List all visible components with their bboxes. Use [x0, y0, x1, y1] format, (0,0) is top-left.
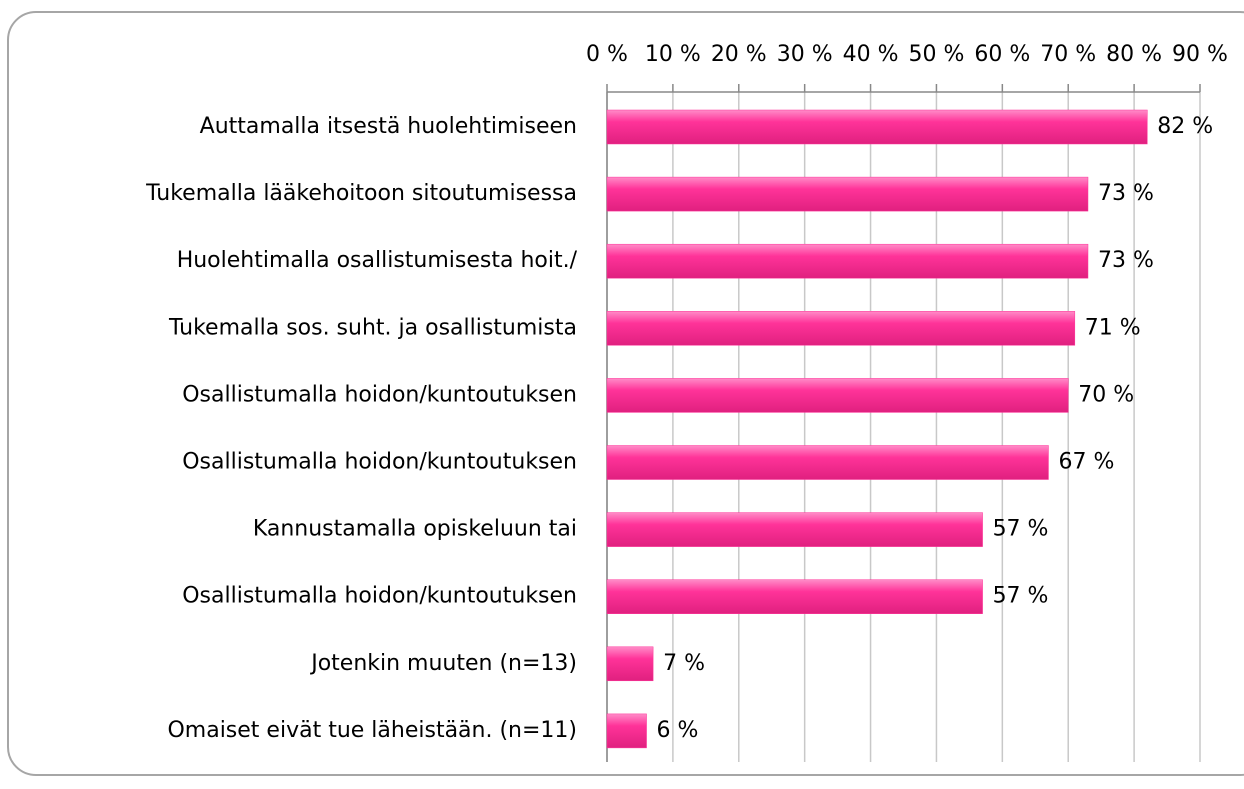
data-label: 71 %	[1085, 315, 1141, 340]
y-tick-label: Osallistumalla hoidon/kuntoutuksen	[182, 450, 577, 475]
data-label: 6 %	[657, 718, 699, 743]
x-tick-label: 80 %	[1106, 42, 1162, 67]
y-tick-label: Huolehtimalla osallistumisesta hoit./	[177, 248, 578, 273]
bar	[606, 311, 1076, 346]
bar	[606, 713, 647, 749]
data-label: 73 %	[1098, 181, 1154, 206]
y-tick-label: Jotenkin muuten (n=13)	[309, 651, 577, 676]
y-tick-label: Osallistumalla hoidon/kuntoutuksen	[182, 382, 577, 407]
chart-frame	[7, 11, 1244, 776]
bar	[606, 445, 1049, 480]
data-label: 73 %	[1098, 248, 1154, 273]
data-label: 7 %	[663, 651, 705, 676]
data-label: 67 %	[1058, 450, 1114, 475]
x-tick-label: 20 %	[711, 42, 767, 67]
y-tick-label: Tukemalla sos. suht. ja osallistumista	[168, 315, 577, 340]
y-tick-label: Omaiset eivät tue läheistään. (n=11)	[167, 718, 577, 743]
x-tick-label: 30 %	[777, 42, 833, 67]
y-tick-label: Kannustamalla opiskeluun tai	[253, 517, 577, 542]
bar	[606, 176, 1089, 212]
x-tick-label: 0 %	[586, 42, 628, 67]
x-tick-label: 50 %	[908, 42, 964, 67]
bar	[606, 512, 983, 547]
data-label: 57 %	[993, 517, 1049, 542]
bar	[606, 243, 1089, 279]
x-tick-label: 10 %	[645, 42, 701, 67]
bar	[606, 378, 1069, 413]
y-tick-label: Auttamalla itsestä huolehtimiseen	[200, 114, 577, 139]
x-tick-label: 40 %	[843, 42, 899, 67]
bar	[606, 579, 983, 614]
y-tick-label: Tukemalla lääkehoitoon sitoutumisessa	[145, 181, 577, 206]
x-tick-label: 60 %	[974, 42, 1030, 67]
bar	[606, 109, 1148, 145]
data-label: 70 %	[1078, 382, 1134, 407]
bar	[606, 646, 654, 682]
data-label: 57 %	[993, 584, 1049, 609]
x-tick-label: 90 %	[1172, 42, 1228, 67]
x-tick-label: 70 %	[1040, 42, 1096, 67]
data-label: 82 %	[1157, 114, 1213, 139]
y-tick-label: Osallistumalla hoidon/kuntoutuksen	[182, 584, 577, 609]
